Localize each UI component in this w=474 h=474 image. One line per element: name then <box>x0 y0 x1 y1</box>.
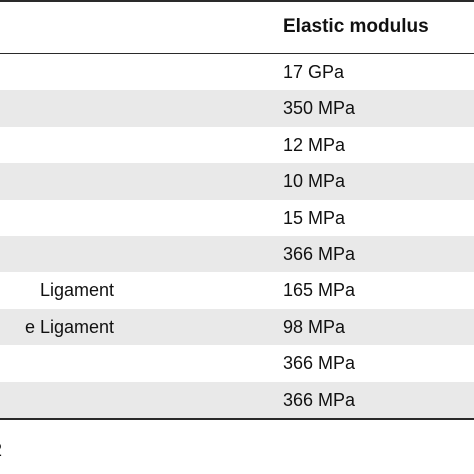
table-row: 15 MPa <box>0 200 474 236</box>
row-label: Ligament <box>39 280 114 301</box>
row-value: 10 MPa <box>283 171 346 192</box>
row-value: 366 MPa <box>283 243 356 264</box>
row-value: 366 MPa <box>283 353 356 374</box>
table-row: 17 GPa <box>0 54 474 90</box>
row-value: 98 MPa <box>283 316 346 337</box>
row-value: 15 MPa <box>283 207 346 228</box>
table-row: 350 MPa <box>0 90 474 127</box>
row-label: e Ligament <box>24 316 114 337</box>
table-footnote: 2 <box>0 440 2 461</box>
row-value: 17 GPa <box>283 62 345 82</box>
table-row: 366 MPa <box>0 235 474 273</box>
table-bottom-rule <box>0 418 474 420</box>
row-value: 165 MPa <box>283 280 356 301</box>
table-row: 366 MPa <box>0 345 474 381</box>
table-header-row: Elastic modulus <box>0 2 474 53</box>
table-row: 366 MPa <box>0 381 474 418</box>
row-value: 350 MPa <box>283 98 356 119</box>
table-row: Ligament 165 MPa <box>0 272 474 308</box>
table-header-rule <box>0 53 474 54</box>
column-header-elastic-modulus: Elastic modulus <box>283 16 429 37</box>
table-row: 12 MPa <box>0 127 474 163</box>
table-row: e Ligament 98 MPa <box>0 308 474 346</box>
table-row: 10 MPa <box>0 163 474 200</box>
row-value: 12 MPa <box>283 134 346 155</box>
table-top-rule <box>0 0 474 2</box>
row-value: 366 MPa <box>283 389 356 410</box>
table-body: 17 GPa 350 MPa 12 MPa 10 MPa 15 MPa 366 … <box>0 54 474 418</box>
